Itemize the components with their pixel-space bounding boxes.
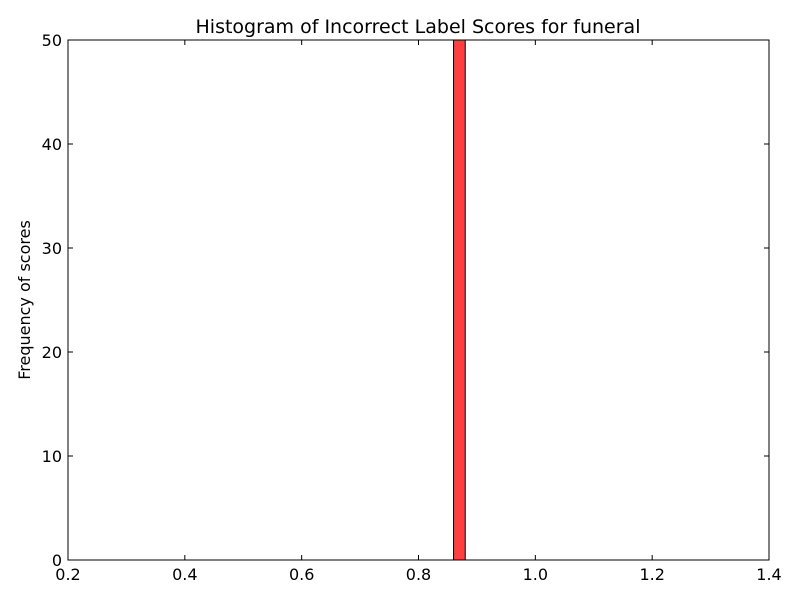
x-tick-label: 1.0 (523, 565, 548, 584)
y-tick-label: 10 (42, 447, 62, 466)
y-tick-label: 50 (42, 31, 62, 50)
ticks-layer: 0.2 0.4 0.6 0.8 1.0 1.2 1.4 0 10 20 30 40 50 (42, 31, 782, 584)
chart-title: Histogram of Incorrect Label Scores for … (196, 16, 641, 38)
y-axis-label: Frequency of scores (15, 220, 34, 380)
y-tick-label: 40 (42, 135, 62, 154)
plot-frame (67, 39, 770, 561)
x-tick-label: 1.4 (756, 565, 781, 584)
x-tick-label: 0.6 (289, 565, 314, 584)
x-tick-label: 0.8 (406, 565, 431, 584)
y-tick-label: 0 (52, 551, 62, 570)
y-tick-label: 30 (42, 239, 62, 258)
x-tick-label: 0.2 (55, 565, 80, 584)
histogram-bar (453, 39, 466, 561)
x-tick-label: 0.4 (172, 565, 197, 584)
bars-layer (453, 39, 466, 561)
x-tick-label: 1.2 (639, 565, 664, 584)
y-tick-label: 20 (42, 343, 62, 362)
